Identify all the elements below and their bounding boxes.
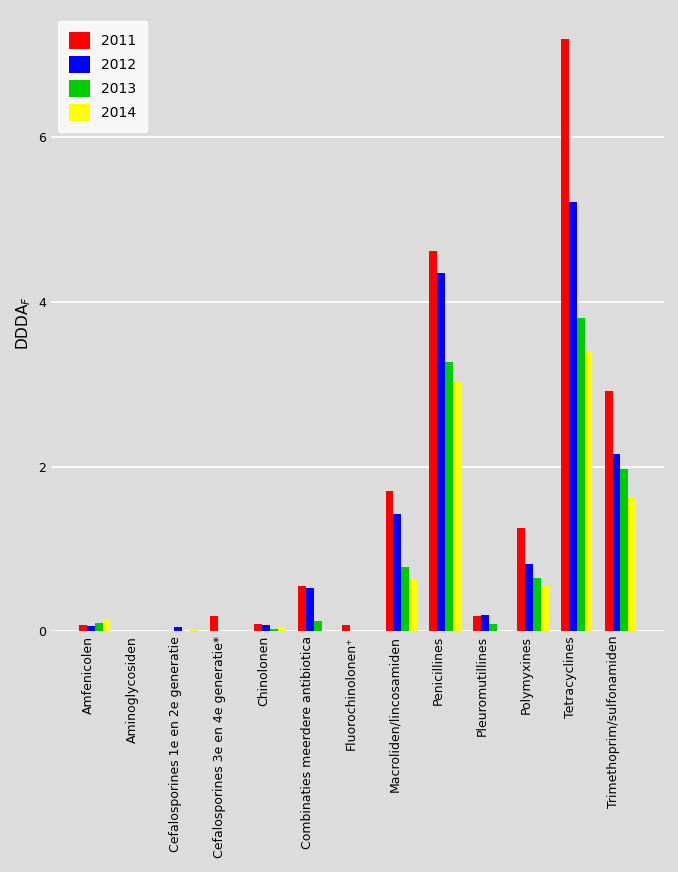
Bar (174, 627, 182, 631)
Bar (401, 567, 410, 631)
Bar (613, 454, 620, 631)
Bar (525, 563, 533, 631)
Bar (262, 624, 270, 631)
Bar (569, 201, 577, 631)
Bar (584, 351, 593, 631)
Bar (445, 362, 453, 631)
Bar (278, 627, 285, 631)
Bar (314, 621, 321, 631)
Y-axis label: DDDA$_F$: DDDA$_F$ (14, 296, 33, 350)
Bar (453, 382, 461, 631)
Bar (95, 623, 102, 631)
Bar (410, 579, 417, 631)
Bar (393, 514, 401, 631)
Bar (629, 498, 636, 631)
Bar (605, 391, 613, 631)
Bar (190, 630, 198, 631)
Bar (541, 586, 549, 631)
Bar (386, 491, 393, 631)
Bar (87, 626, 95, 631)
Bar (561, 38, 569, 631)
Bar (577, 318, 584, 631)
Bar (254, 623, 262, 631)
Legend: 2011, 2012, 2013, 2014: 2011, 2012, 2013, 2014 (58, 21, 147, 132)
Bar (270, 629, 278, 631)
Bar (79, 625, 87, 631)
Bar (298, 586, 306, 631)
Bar (481, 615, 489, 631)
Bar (533, 577, 541, 631)
Bar (429, 251, 437, 631)
Bar (306, 588, 314, 631)
Bar (489, 623, 497, 631)
Bar (342, 624, 350, 631)
Bar (437, 273, 445, 631)
Bar (210, 617, 218, 631)
Bar (102, 619, 111, 631)
Bar (473, 617, 481, 631)
Bar (517, 528, 525, 631)
Bar (620, 469, 629, 631)
